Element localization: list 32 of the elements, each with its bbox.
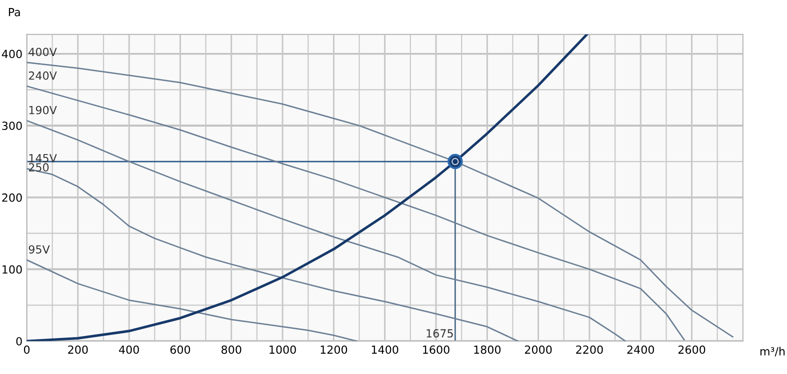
x-tick-label: 1600 <box>423 345 450 354</box>
x-tick-label: 1800 <box>474 345 501 354</box>
series-label: 95V <box>28 245 50 254</box>
x-axis-title: m³/h <box>760 346 785 356</box>
line-series <box>26 62 734 338</box>
y-axis-title: Pa <box>8 8 20 16</box>
y-tick-label: 400 <box>2 50 22 58</box>
x-tick-label: 2600 <box>678 345 706 354</box>
ref-line-label: 1675 <box>426 329 453 338</box>
series-label: 240V <box>28 71 57 80</box>
y-tick-label: 100 <box>2 265 22 274</box>
x-tick-label: 600 <box>170 345 190 354</box>
line-series <box>26 85 685 340</box>
x-tick-label: 800 <box>222 345 242 354</box>
series-label: 400V <box>28 48 57 56</box>
y-tick-label: 300 <box>2 122 22 130</box>
series-label: 190V <box>29 106 57 114</box>
x-tick-label: 2200 <box>576 345 603 354</box>
x-tick-label: 200 <box>68 345 88 354</box>
x-tick-label: 400 <box>119 345 139 354</box>
x-tick-label: 1000 <box>270 345 296 354</box>
x-tick-label: 2000 <box>524 345 552 354</box>
line-series <box>26 120 626 342</box>
x-tick-label: 2400 <box>627 345 654 354</box>
ref-line-label: 250 <box>28 163 49 172</box>
x-tick-label: 1400 <box>372 345 398 354</box>
x-tick-label: 1200 <box>320 345 348 354</box>
line-series <box>26 259 358 342</box>
series-label: 145V <box>29 154 57 162</box>
x-tick-label: 0 <box>24 345 30 354</box>
y-tick-label: 200 <box>2 193 22 202</box>
y-tick-label: 0 <box>16 337 22 346</box>
